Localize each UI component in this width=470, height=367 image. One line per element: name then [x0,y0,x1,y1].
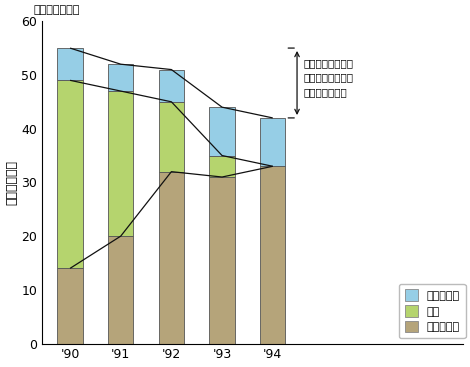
Bar [210,107,235,156]
Bar [57,80,83,268]
Bar [57,268,83,344]
Bar [159,172,184,344]
Bar [108,236,133,344]
Bar [210,156,235,177]
Bar [108,64,133,91]
Bar [210,177,235,344]
Bar [159,102,184,172]
Legend: 社内再利用, 埋立, 社外再利用: 社内再利用, 埋立, 社外再利用 [399,284,466,338]
Bar [57,48,83,80]
Y-axis label: ダスト発生量: ダスト発生量 [6,160,18,205]
Bar [159,70,184,102]
Bar [108,91,133,236]
Bar [260,166,285,344]
Text: （千トン／年）: （千トン／年） [34,5,80,15]
Bar [260,118,285,166]
Text: この発生量の差は
発生源対策、生産
減等によるもの: この発生量の差は 発生源対策、生産 減等によるもの [303,58,353,97]
